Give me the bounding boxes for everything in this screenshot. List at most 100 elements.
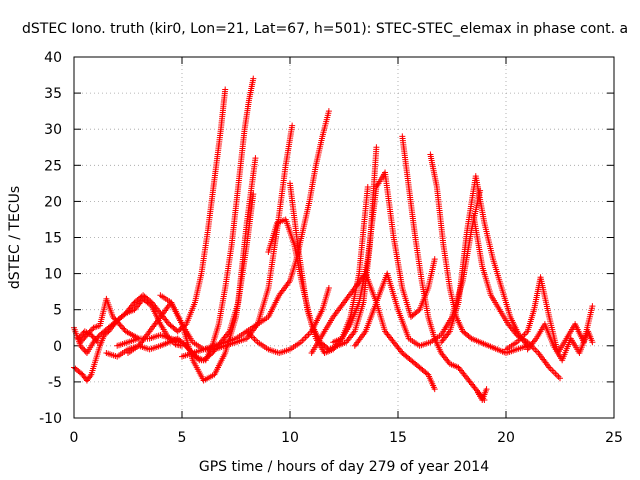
data-point xyxy=(552,370,559,377)
data-point xyxy=(109,313,116,320)
data-point xyxy=(82,333,89,340)
data-point xyxy=(79,331,86,338)
x-tick-label: 0 xyxy=(70,430,79,446)
data-point xyxy=(299,337,306,344)
data-point xyxy=(300,336,307,343)
data-point xyxy=(289,122,296,129)
data-point xyxy=(250,75,257,82)
data-point xyxy=(113,318,120,325)
data-point xyxy=(76,334,83,341)
data-point xyxy=(325,285,332,292)
data-point xyxy=(78,370,85,377)
series-19 xyxy=(524,321,596,364)
data-point xyxy=(111,315,118,322)
data-point xyxy=(252,155,259,162)
data-point xyxy=(589,339,596,346)
data-point xyxy=(423,370,430,377)
data-point xyxy=(121,311,128,318)
data-point xyxy=(557,375,563,382)
data-point xyxy=(194,355,201,362)
plot-frame xyxy=(73,56,615,419)
data-point xyxy=(116,321,123,328)
tick-labels: 0 5 10 15 20 25 -10 -5 0 5 10 15 20 25 30 35 40 xyxy=(39,50,623,446)
data-point xyxy=(302,334,309,341)
x-tick-label: 5 xyxy=(178,430,187,446)
series-17 xyxy=(470,212,563,382)
data-point xyxy=(555,373,562,380)
y-tick-label: 10 xyxy=(44,267,62,283)
data-point xyxy=(305,331,312,338)
data-point xyxy=(431,386,438,393)
data-series xyxy=(71,75,596,403)
data-point xyxy=(147,301,154,308)
data-point xyxy=(81,334,88,341)
data-point xyxy=(117,322,124,329)
data-point xyxy=(77,332,84,339)
y-tick-label: 15 xyxy=(44,231,62,247)
series-0 xyxy=(71,86,229,357)
series-12 xyxy=(330,169,438,346)
data-point xyxy=(532,346,539,353)
y-axis-label: dSTEC / TECUs xyxy=(7,186,23,289)
data-point xyxy=(550,369,557,376)
data-point xyxy=(589,303,596,310)
x-tick-label: 20 xyxy=(497,430,515,446)
data-point xyxy=(483,386,490,393)
y-tick-label: -10 xyxy=(39,411,62,427)
series-11 xyxy=(308,270,438,393)
data-point xyxy=(325,108,332,115)
series-16 xyxy=(438,173,531,349)
y-tick-label: 30 xyxy=(44,122,62,138)
data-point xyxy=(118,324,125,331)
data-point xyxy=(80,345,87,352)
data-point xyxy=(415,307,422,314)
data-point xyxy=(115,319,122,326)
series-8 xyxy=(243,285,332,357)
series-5 xyxy=(125,191,257,384)
y-tick-label: 20 xyxy=(44,194,62,210)
data-point xyxy=(253,337,260,344)
x-axis-label: GPS time / hours of day 279 of year 2014 xyxy=(199,459,489,475)
data-point xyxy=(467,334,473,341)
data-point xyxy=(251,336,258,343)
data-point xyxy=(533,348,540,355)
data-point xyxy=(87,373,94,380)
data-point xyxy=(112,316,119,323)
data-point xyxy=(94,339,101,346)
data-point xyxy=(250,191,257,198)
data-point xyxy=(93,337,100,344)
y-tick-label: 35 xyxy=(44,86,62,102)
data-point xyxy=(364,183,371,190)
data-point xyxy=(120,325,127,332)
data-point xyxy=(222,86,229,93)
data-point xyxy=(90,334,97,341)
data-point xyxy=(75,335,82,342)
data-point xyxy=(80,336,87,343)
data-point xyxy=(303,333,310,340)
data-point xyxy=(431,256,438,263)
data-point xyxy=(92,336,99,343)
series-7 xyxy=(179,122,296,360)
data-point xyxy=(78,337,85,344)
y-tick-label: 5 xyxy=(53,303,62,319)
data-point xyxy=(553,372,560,379)
y-tick-label: -5 xyxy=(48,375,62,391)
series-21 xyxy=(75,328,101,346)
y-tick-label: 40 xyxy=(44,50,62,66)
series-6 xyxy=(157,108,332,353)
x-tick-label: 10 xyxy=(281,430,299,446)
series-10 xyxy=(287,180,371,357)
data-point xyxy=(104,329,111,336)
data-point xyxy=(549,367,556,374)
data-point xyxy=(193,354,200,361)
x-tick-label: 25 xyxy=(605,430,623,446)
data-point xyxy=(77,339,84,346)
y-tick-label: 25 xyxy=(44,158,62,174)
series-13 xyxy=(351,187,484,349)
x-tick-label: 15 xyxy=(389,430,407,446)
data-point xyxy=(89,333,96,340)
series-20 xyxy=(474,386,490,403)
data-point xyxy=(78,344,85,351)
data-point xyxy=(88,331,95,338)
series-18 xyxy=(503,274,596,357)
